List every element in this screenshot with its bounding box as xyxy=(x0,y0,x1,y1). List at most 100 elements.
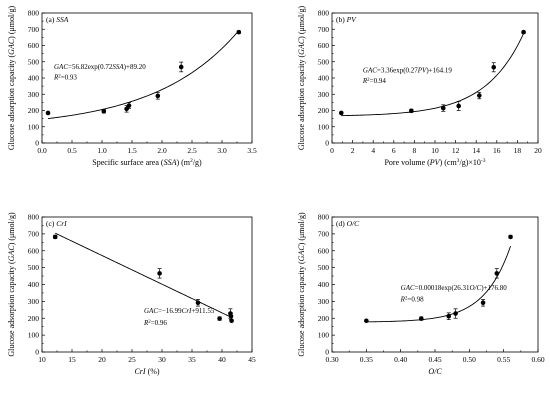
y-tick-label: 800 xyxy=(28,9,40,18)
y-tick-label: 500 xyxy=(28,57,40,66)
y-axis-label: Glucose adsorption capacity (GAC) (μmol/… xyxy=(297,6,306,151)
x-axis-label: Specific surface area (SSA) (m2/g) xyxy=(92,158,202,167)
fit-equation: GAC=−16.99CrI+911.55 xyxy=(144,307,215,315)
r-squared: R2=0.94 xyxy=(362,77,386,85)
y-tick-label: 800 xyxy=(28,213,40,222)
y-tick-label: 700 xyxy=(28,229,40,238)
panel-label: (c) CrI xyxy=(46,219,67,228)
y-tick-label: 200 xyxy=(28,314,40,323)
fit-curve xyxy=(55,232,232,318)
data-point xyxy=(229,318,234,324)
data-point xyxy=(101,109,107,114)
x-tick-label: 0 xyxy=(330,146,334,155)
x-tick-label: 0.5 xyxy=(67,146,77,155)
y-tick-label: 500 xyxy=(318,263,330,272)
data-point xyxy=(195,300,201,306)
x-tick-label: 0.40 xyxy=(394,355,407,364)
chart-panel-1: 0.0 0.5 1.0 1.5 2.0 2.5 3.0 3.5 0 100 200 300 400 500… xyxy=(7,6,257,167)
x-tick-label: 25 xyxy=(128,355,136,364)
y-tick-label: 100 xyxy=(28,122,40,131)
y-tick-label: 400 xyxy=(28,74,40,83)
fit-equation: GAC=56.82exp(0.72SSA)+89.20 xyxy=(54,63,146,71)
x-tick-label: 4 xyxy=(371,146,375,155)
x-tick-label: 0.55 xyxy=(497,355,510,364)
fit-curve xyxy=(366,245,511,323)
data-point xyxy=(440,105,446,111)
data-point xyxy=(236,29,242,35)
data-point xyxy=(491,64,497,70)
data-point xyxy=(45,110,51,116)
y-tick-label: 300 xyxy=(318,90,330,99)
data-point xyxy=(418,316,424,321)
r-squared: R2=0.96 xyxy=(143,319,167,327)
fit-equation: GAC=0.00018exp(26.31O/C)+176.80 xyxy=(401,284,508,292)
x-tick-label: 2 xyxy=(351,146,355,155)
y-tick-label: 800 xyxy=(318,9,330,18)
r-squared: R2=0.93 xyxy=(53,74,77,82)
y-axis-label: Glucose adsorption capacity (GAC) (μmol/… xyxy=(7,6,16,151)
x-axis-label: CrI (%) xyxy=(134,367,159,376)
fit-equation: GAC=3.36exp(0.27PV)+164.19 xyxy=(363,66,452,74)
x-tick-label: 2.0 xyxy=(157,146,167,155)
chart-panel-4: 0.30 0.35 0.40 0.45 0.50 0.55 0.60 0 100 200 300 40… xyxy=(297,212,545,376)
data-point xyxy=(456,103,461,109)
x-tick-label: 1.5 xyxy=(127,146,137,155)
data-point xyxy=(126,103,132,108)
y-tick-label: 200 xyxy=(318,106,330,115)
x-tick-label: 3.5 xyxy=(247,146,257,155)
x-tick-label: 3.0 xyxy=(217,146,227,155)
y-tick-label: 400 xyxy=(318,280,330,289)
x-tick-label: 35 xyxy=(188,355,196,364)
x-tick-label: 20 xyxy=(534,146,542,155)
data-point xyxy=(52,234,58,240)
r-squared: R2=0.98 xyxy=(400,295,424,303)
x-tick-label: 15 xyxy=(68,355,76,364)
y-tick-label: 600 xyxy=(28,41,40,50)
y-tick-label: 700 xyxy=(318,229,330,238)
data-point xyxy=(480,300,486,306)
y-tick-label: 600 xyxy=(28,246,40,255)
chart-panel-2: 0 2 4 6 8 10 12 14 16 18 2001002003004005006007008… xyxy=(297,6,542,167)
data-point xyxy=(178,64,184,70)
x-tick-label: 1.0 xyxy=(97,146,107,155)
x-tick-label: 10 xyxy=(431,146,439,155)
x-tick-label: 45 xyxy=(248,355,256,364)
panel-label: (b) PV xyxy=(336,15,357,24)
x-tick-label: 30 xyxy=(158,355,166,364)
y-axis-label: Glucose adsorption capacity (GAC) (μmol/… xyxy=(297,212,306,357)
x-tick-label: 16 xyxy=(493,146,501,155)
data-point xyxy=(476,93,482,98)
y-tick-label: 100 xyxy=(318,122,330,131)
x-tick-label: 0.60 xyxy=(531,355,544,364)
y-tick-label: 500 xyxy=(28,263,40,272)
y-tick-label: 200 xyxy=(28,106,40,115)
y-tick-label: 400 xyxy=(28,280,40,289)
panel-label: (a) SSA xyxy=(46,15,69,24)
chart-panel-3: 10 15 20 25 30 35 40 45 0 100 200 300 400 500 600 700 80… xyxy=(7,212,256,376)
y-tick-label: 0 xyxy=(325,348,329,357)
x-tick-label: 0.30 xyxy=(325,355,338,364)
y-tick-label: 600 xyxy=(318,246,330,255)
x-tick-label: 6 xyxy=(392,146,396,155)
y-tick-label: 100 xyxy=(28,331,40,340)
x-tick-label: 20 xyxy=(98,355,106,364)
x-tick-label: 0.45 xyxy=(428,355,441,364)
fit-curve xyxy=(47,30,240,120)
x-tick-label: 8 xyxy=(413,146,417,155)
x-axis-label: O/C xyxy=(428,367,442,376)
x-tick-label: 40 xyxy=(218,355,226,364)
data-point xyxy=(494,271,500,276)
x-axis-label: Pore volume (PV) (cm3/g)×10-3 xyxy=(384,158,485,167)
data-point xyxy=(338,110,344,116)
y-tick-label: 500 xyxy=(318,57,330,66)
y-tick-label: 800 xyxy=(318,213,330,222)
data-point xyxy=(409,108,414,114)
data-point xyxy=(364,318,369,324)
panel-label: (d) O/C xyxy=(336,219,360,228)
data-point xyxy=(521,29,526,35)
y-tick-label: 300 xyxy=(28,90,40,99)
fit-curve xyxy=(341,33,524,117)
data-point xyxy=(508,234,513,240)
x-tick-label: 0.50 xyxy=(463,355,476,364)
